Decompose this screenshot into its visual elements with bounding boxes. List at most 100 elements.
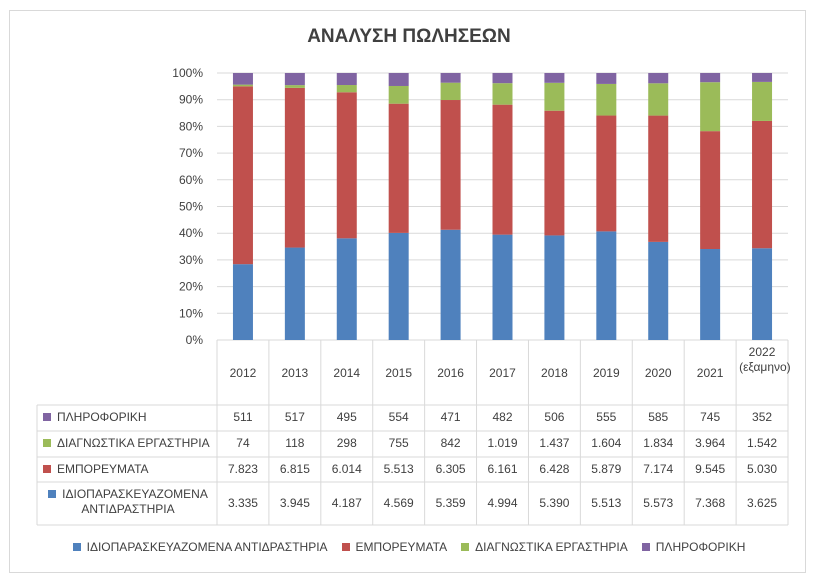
y-tick-label: 10% (179, 306, 203, 320)
table-cell-value: 5.573 (643, 495, 674, 510)
table-cell-value: 9.545 (695, 461, 726, 476)
table-cell-value: 6.161 (487, 461, 518, 476)
table-cell-value: 755 (388, 436, 409, 450)
bar-segment (752, 120, 773, 249)
y-tick-label: 0% (186, 333, 204, 347)
table-header-category: 2021 (696, 366, 724, 380)
bar-segment (440, 229, 461, 340)
table-row-label: ΔΙΑΓΝΩΣΤΙΚΑ ΕΡΓΑΣΤΗΡΙΑ (57, 436, 210, 450)
y-tick-label: 50% (179, 200, 203, 214)
bar-segment (284, 73, 305, 86)
bar-segment (336, 73, 357, 86)
table-cell-value: 1.834 (643, 436, 674, 450)
table-cell-value: 5.513 (383, 461, 414, 476)
table-cell-value: 5.030 (747, 461, 778, 476)
bar-segment (700, 131, 721, 250)
table-cell-value: 506 (544, 410, 565, 424)
bar-segment (544, 110, 565, 236)
table-cell-value: 3.964 (695, 436, 726, 450)
table-row-label: ΙΔΙΟΠΑΡΑΣΚΕΥΑΖΟΜΕΝΑ ΑΝΤΙΔΡΑΣΤΗΡΙΑ (62, 487, 208, 516)
table-header-category: 2016 (437, 366, 464, 380)
bar-segment (232, 84, 253, 87)
bar-segment (284, 247, 305, 340)
y-tick-label: 20% (179, 280, 203, 294)
legend-label: ΠΛΗΡΟΦΟΡΙΚΗ (655, 540, 746, 554)
y-tick-label: 30% (179, 253, 203, 267)
table-cell-value: 6.014 (331, 461, 362, 476)
bar-segment (336, 92, 357, 239)
table-row-header: ΠΛΗΡΟΦΟΡΙΚΗ (43, 410, 213, 425)
bar-segment (232, 73, 253, 85)
table-cell-value: 517 (284, 410, 305, 424)
bar-segment (388, 103, 409, 233)
table-cell-value: 495 (336, 410, 357, 424)
y-tick-label: 60% (179, 173, 203, 187)
table-cell-value: 1.019 (487, 436, 518, 450)
table-cell-value: 585 (648, 410, 669, 424)
legend-swatch (43, 439, 51, 447)
table-cell-value: 6.305 (435, 461, 466, 476)
bar-segment (336, 238, 357, 340)
legend-label: ΕΜΠΟΡΕΥΜΑΤΑ (355, 540, 448, 554)
bar-segment (596, 115, 617, 232)
table-cell-value: 4.569 (383, 495, 414, 510)
bar-segment (492, 83, 513, 105)
bar-segment (492, 73, 513, 84)
table-row-label: ΕΜΠΟΡΕΥΜΑΤΑ (57, 461, 149, 476)
y-tick-label: 40% (179, 226, 203, 240)
legend-item: ΙΔΙΟΠΑΡΑΣΚΕΥΑΖΟΜΕΝΑ ΑΝΤΙΔΡΑΣΤΗΡΙΑ (72, 540, 328, 554)
bar-segment (648, 115, 669, 242)
table-cell-value: 511 (233, 410, 253, 424)
bar-segment (440, 73, 461, 83)
bar-segment (752, 73, 773, 82)
table-cell-value: 3.335 (227, 495, 258, 510)
legend-item: ΔΙΑΓΝΩΣΤΙΚΑ ΕΡΓΑΣΤΗΡΙΑ (461, 540, 628, 554)
table-cell-value: 5.359 (435, 495, 466, 510)
bar-segment (440, 100, 461, 230)
table-header-category: 2022 (εξαμηνο) (739, 345, 791, 374)
table-header-category: 2017 (489, 366, 516, 380)
y-tick-label: 100% (172, 66, 203, 80)
legend-swatch (641, 543, 650, 551)
table-cell-value: 7.174 (643, 461, 674, 476)
bar-segment (492, 104, 513, 235)
bar-segment (440, 82, 461, 101)
bar-segment (388, 73, 409, 86)
bar-segment (388, 85, 409, 104)
table-cell-value: 352 (752, 410, 773, 424)
legend-swatch (461, 543, 470, 551)
table-cell-value: 555 (596, 410, 617, 424)
table-cell-value: 5.390 (539, 495, 570, 510)
table-row-header: ΙΔΙΟΠΑΡΑΣΚΕΥΑΖΟΜΕΝΑ ΑΝΤΙΔΡΑΣΤΗΡΙΑ (43, 487, 213, 517)
bar-segment (596, 73, 617, 84)
bar-segment (752, 81, 773, 121)
table-cell-value: 5.513 (591, 495, 622, 510)
bar-segment (232, 86, 253, 265)
legend-item: ΕΜΠΟΡΕΥΜΑΤΑ (341, 540, 448, 554)
table-header-category: 2013 (281, 366, 309, 380)
bar-segment (596, 231, 617, 340)
table-cell-value: 1.604 (591, 436, 622, 450)
table-row-header: ΔΙΑΓΝΩΣΤΙΚΑ ΕΡΓΑΣΤΗΡΙΑ (43, 436, 213, 451)
bar-segment (492, 234, 513, 340)
chart-frame (9, 10, 806, 573)
bar-segment (544, 235, 565, 340)
bar-segment (284, 87, 305, 248)
table-cell-value: 4.994 (487, 495, 518, 510)
table-cell-value: 5.879 (591, 461, 622, 476)
bar-segment (648, 241, 669, 340)
bar-segment (284, 85, 305, 88)
table-header-category: 2018 (541, 366, 568, 380)
bar-segment (232, 264, 253, 340)
table-cell-value: 7.368 (695, 495, 726, 510)
table-row-label: ΠΛΗΡΟΦΟΡΙΚΗ (57, 410, 147, 424)
table-header-category: 2015 (385, 366, 413, 380)
table-cell-value: 1.437 (539, 436, 570, 450)
legend-swatch (48, 490, 57, 498)
bar-segment (544, 82, 565, 111)
table-cell-value: 3.625 (747, 495, 778, 510)
table-cell-value: 298 (336, 436, 357, 450)
table-cell-value: 842 (440, 436, 461, 450)
y-tick-label: 80% (179, 119, 203, 133)
